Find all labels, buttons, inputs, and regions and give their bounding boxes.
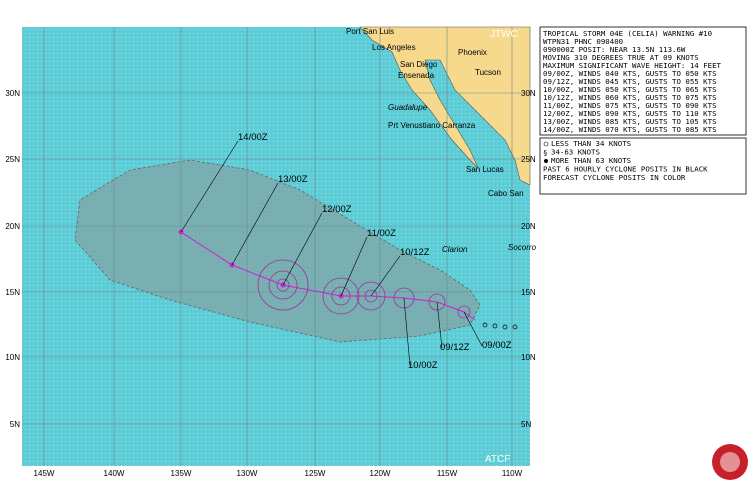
- place-name: Port San Luis: [346, 27, 394, 36]
- lat-label: 5N: [10, 420, 20, 429]
- lon-label: 135W: [171, 469, 192, 478]
- lat-label: 30N: [521, 89, 536, 98]
- label-leader: [370, 255, 401, 297]
- logo-inner: [720, 452, 740, 472]
- warning-line: MAXIMUM SIGNIFICANT WAVE HEIGHT: 14 FEET: [543, 61, 722, 70]
- source: ATCF: [485, 454, 510, 465]
- forecast-label: 12/00Z: [322, 204, 352, 215]
- label-leader: [340, 236, 368, 297]
- warning-line: 09/12Z, WINDS 045 KTS, GUSTS TO 055 KTS: [543, 77, 717, 86]
- lat-label: 15N: [5, 288, 20, 297]
- legend-line: MORE THAN 63 KNOTS: [551, 156, 631, 165]
- legend-symbol: §: [543, 148, 547, 157]
- wind-radii: [257, 259, 471, 319]
- lat-label: 25N: [5, 155, 20, 164]
- lat-label: 5N: [521, 420, 531, 429]
- warning-line: 14/00Z, WINDS 070 KTS, GUSTS TO 085 KTS: [543, 125, 717, 134]
- lat-label: 15N: [521, 288, 536, 297]
- place-name: San Lucas: [466, 165, 504, 174]
- place-name: Ensenada: [398, 71, 435, 80]
- label-leader: [436, 301, 443, 349]
- agency: JTWC: [490, 29, 518, 40]
- warning-line: 10/12Z, WINDS 060 KTS, GUSTS TO 075 KTS: [543, 93, 717, 102]
- legend-line: PAST 6 HOURLY CYCLONE POSITS IN BLACK: [543, 165, 708, 174]
- legend-line: 34-63 KNOTS: [551, 148, 600, 157]
- forecast-label: 11/00Z: [367, 228, 396, 239]
- warning-line: 09/00Z, WINDS 040 KTS, GUSTS TO 050 KTS: [543, 69, 717, 78]
- legend-box: [539, 137, 747, 195]
- legend-symbol: [544, 159, 548, 163]
- label-leader: [180, 140, 239, 233]
- label-leader: [463, 311, 483, 347]
- forecast-label: 13/00Z: [278, 174, 308, 185]
- label-leader: [403, 297, 411, 367]
- warning-box: [539, 26, 747, 136]
- warning-line: TROPICAL STORM 04E (CELIA) WARNING #10: [543, 29, 712, 38]
- warning-line: 10/00Z, WINDS 050 KTS, GUSTS TO 065 KTS: [543, 85, 717, 94]
- place-name: Clarion: [442, 245, 468, 254]
- warning-line: MOVING 310 DEGREES TRUE AT 09 KNOTS: [543, 53, 699, 62]
- lon-label: 130W: [237, 469, 258, 478]
- forecast-label: 09/00Z: [482, 340, 512, 351]
- lon-label: 120W: [370, 469, 391, 478]
- place-name: Socorro: [508, 243, 537, 252]
- warning-line: 090000Z POSIT: NEAR 13.5N 113.6W: [543, 45, 686, 54]
- place-name: Phoenix: [458, 48, 487, 57]
- legend-symbol: [543, 141, 549, 147]
- legend-line: LESS THAN 34 KNOTS: [551, 139, 631, 148]
- warning-line: 11/00Z, WINDS 075 KTS, GUSTS TO 090 KTS: [543, 101, 717, 110]
- label-leader: [282, 212, 323, 286]
- legend-line: FORECAST CYCLONE POSITS IN COLOR: [543, 173, 686, 182]
- place-name: Cabo San: [488, 189, 524, 198]
- label-leader: [231, 182, 279, 266]
- place-name: Los Angeles: [372, 43, 416, 52]
- lat-label: 20N: [5, 222, 20, 231]
- lon-label: 145W: [34, 469, 55, 478]
- forecast-label: 14/00Z: [238, 132, 268, 143]
- lon-label: 115W: [437, 469, 458, 478]
- place-name: Prt Venustiano Carranza: [388, 121, 476, 130]
- past-track: [482, 322, 518, 330]
- place-name: Guadalupe: [388, 103, 428, 112]
- lat-label: 30N: [5, 89, 20, 98]
- warning-line: 12/00Z, WINDS 090 KTS, GUSTS TO 110 KTS: [543, 109, 717, 118]
- lat-label: 25N: [521, 155, 536, 164]
- place-name: San Diego: [400, 60, 438, 69]
- forecast-label: 10/12Z: [400, 247, 430, 258]
- lat-label: 10N: [521, 353, 536, 362]
- lon-label: 140W: [104, 469, 125, 478]
- lat-label: 20N: [521, 222, 536, 231]
- warning-line: 13/00Z, WINDS 085 KTS, GUSTS TO 105 KTS: [543, 117, 717, 126]
- warning-line: WTPN31 PHNC 090400: [543, 37, 623, 46]
- lon-label: 125W: [305, 469, 326, 478]
- land: [359, 26, 531, 186]
- place-name: Tucson: [475, 68, 501, 77]
- lat-label: 10N: [5, 353, 20, 362]
- forecast-label: 10/00Z: [408, 360, 438, 371]
- forecast-label: 09/12Z: [440, 342, 470, 353]
- lon-label: 110W: [502, 469, 523, 478]
